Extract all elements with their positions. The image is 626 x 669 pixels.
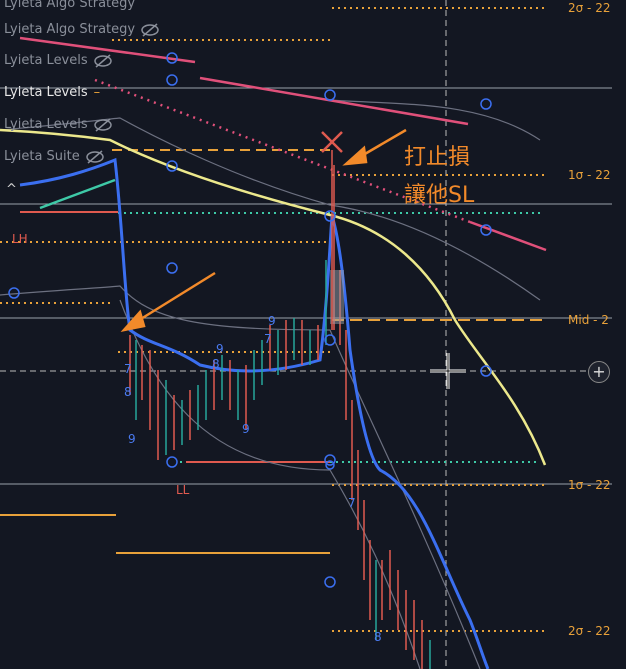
- level-marker-icon: –: [93, 85, 101, 100]
- collapse-chevron-icon[interactable]: ^: [6, 182, 17, 197]
- pink-trendline: [19, 36, 196, 64]
- annotation-text-line1: 打止損: [404, 145, 471, 170]
- candle-count-label: 7: [264, 332, 272, 346]
- annotation-text-line2: 讓他SL: [404, 183, 475, 208]
- level-label-mid: Mid - 2: [568, 313, 609, 327]
- eye-slash-icon[interactable]: [93, 53, 112, 68]
- lower-high-marker: LH: [12, 232, 28, 246]
- indicator-legend-item[interactable]: Lyieta Algo Strategy: [4, 22, 159, 37]
- teal-line: [39, 178, 116, 210]
- channel-bands: [0, 99, 541, 669]
- indicator-label: Lyieta Levels: [4, 85, 88, 100]
- indicator-legend-item[interactable]: Lyieta Levels: [4, 53, 112, 68]
- level-label-bottom-2sigma: 2σ - 22: [568, 624, 611, 638]
- candle-count-label: 9: [242, 422, 250, 436]
- candle-count-label: 8: [212, 357, 220, 371]
- stop-x-marker: [321, 131, 343, 153]
- candle-count-label: 8: [124, 385, 132, 399]
- level-label-top-2sigma: 2σ - 22: [568, 1, 611, 15]
- indicator-label: Lyieta Algo Strategy: [4, 0, 136, 11]
- pivot-circles: [8, 52, 492, 588]
- indicator-legend-item[interactable]: Lyieta Algo Strategy: [4, 0, 135, 11]
- highlight-bar: [330, 270, 344, 324]
- eye-slash-icon[interactable]: [141, 22, 159, 37]
- candle-count-label: 7: [124, 362, 132, 376]
- yellow-moving-average: [0, 128, 547, 466]
- orange-arrow-annotation: [120, 128, 407, 332]
- indicator-label: Lyieta Algo Strategy: [4, 22, 136, 37]
- blue-price-line: [19, 157, 490, 669]
- candle-count-label: 8: [374, 630, 382, 644]
- add-alert-button[interactable]: +: [588, 361, 610, 383]
- candle-count-label: 7: [348, 496, 356, 510]
- orange-dotted-levels: [0, 7, 548, 632]
- candle-count-label: 9: [268, 314, 276, 328]
- candle-count-label: 9: [128, 432, 136, 446]
- level-label-lower-1sigma: 1σ - 22: [568, 478, 611, 492]
- lower-low-marker: LL: [176, 483, 190, 497]
- indicator-legend-item[interactable]: Lyieta Levels: [4, 117, 112, 132]
- indicator-label: Lyieta Suite: [4, 149, 80, 164]
- indicator-legend-item[interactable]: Lyieta Suite: [4, 149, 104, 164]
- pink-trendline: [469, 220, 547, 252]
- eye-slash-icon[interactable]: [86, 149, 104, 164]
- pink-trendline: [199, 76, 469, 126]
- indicator-label: Lyieta Levels: [4, 117, 88, 132]
- indicator-label: Lyieta Levels: [4, 53, 88, 68]
- level-label-upper-1sigma: 1σ - 22: [568, 168, 611, 182]
- indicator-legend-item[interactable]: Lyieta Levels –: [4, 85, 100, 100]
- candle-count-label: 9: [216, 342, 224, 356]
- candles: [129, 165, 431, 669]
- crosshair-cursor-icon: [430, 353, 466, 389]
- eye-slash-icon[interactable]: [93, 117, 112, 132]
